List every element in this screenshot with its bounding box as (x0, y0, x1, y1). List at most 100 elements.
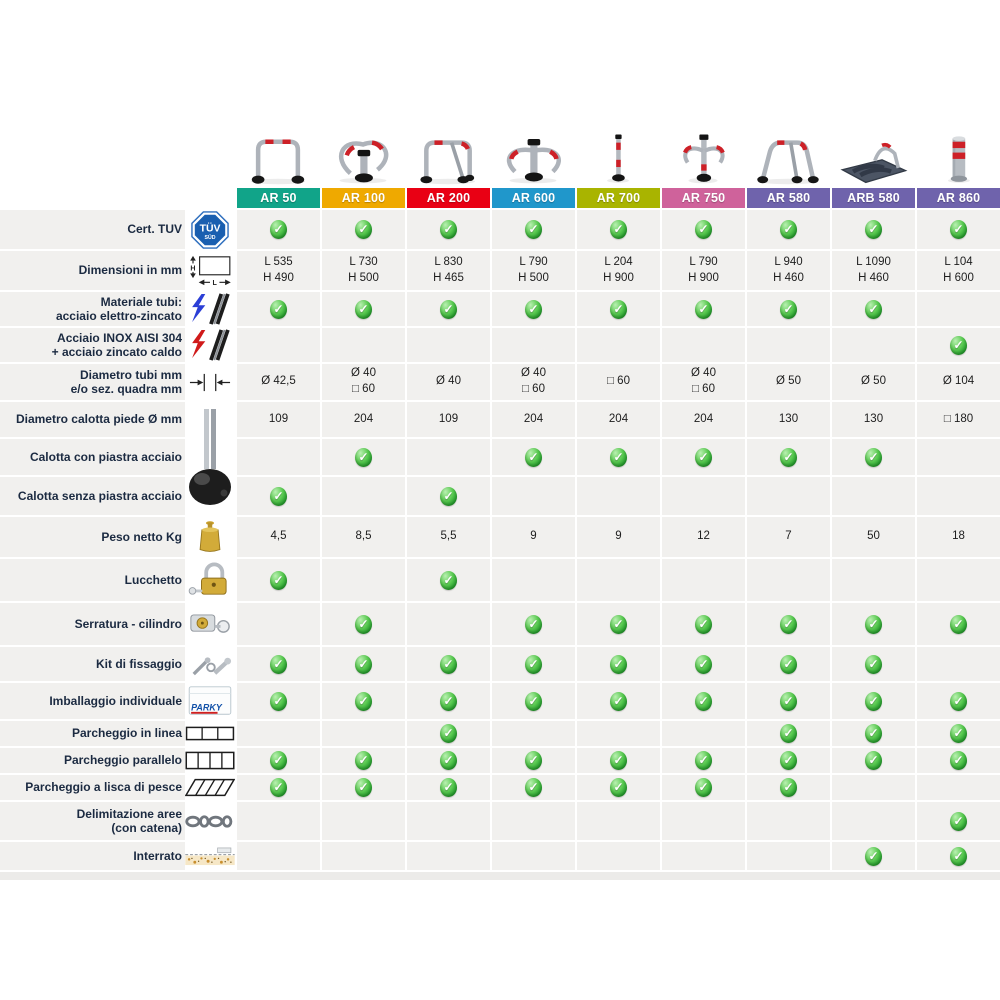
check-icon (525, 654, 542, 674)
check-icon (695, 220, 712, 239)
check-icon (610, 614, 627, 634)
cell-tube-diameter-ar600: Ø 40 □ 60 (490, 364, 575, 400)
fixing-kit-icon (185, 647, 235, 681)
ar600-barrier-image (490, 130, 575, 186)
cell-individual-packaging-arb580 (830, 683, 915, 719)
cell-value: Ø 50 (861, 375, 886, 388)
cell-inline-parking-ar580 (745, 721, 830, 746)
cell-cap-without-plate-ar50 (235, 477, 320, 515)
ar750-barrier-image (660, 130, 745, 186)
check-icon (865, 220, 882, 239)
cell-herringbone-parking-ar860 (915, 775, 1000, 800)
cell-area-delimitation-ar580 (745, 802, 830, 840)
cell-foot-cap-diameter-ar200: 109 (405, 402, 490, 437)
cell-fixing-kit-ar750 (660, 647, 745, 681)
cell-value: 8,5 (355, 530, 372, 543)
check-icon (950, 751, 967, 770)
cell-inline-parking-ar50 (235, 721, 320, 746)
check-icon (780, 299, 797, 319)
row-label-net-weight: Peso netto Kg (0, 517, 185, 557)
cell-cylinder-lock-ar50 (235, 603, 320, 645)
cell-value: Ø 40 □ 60 (521, 367, 546, 395)
check-icon (440, 486, 457, 506)
cell-value: 130 (863, 412, 884, 425)
cell-inox-steel-ar200 (405, 328, 490, 362)
cell-underground-ar100 (320, 842, 405, 870)
parallel-parking-icon (185, 748, 235, 773)
product-header-label: AR 750 (681, 191, 726, 205)
cell-padlock-ar750 (660, 559, 745, 601)
check-icon (695, 778, 712, 797)
cell-individual-packaging-ar580 (745, 683, 830, 719)
cell-inox-steel-arb580 (830, 328, 915, 362)
row-parallel-parking: Parcheggio parallelo (0, 748, 1000, 773)
row-herringbone-parking: Parcheggio a lisca di pesce (0, 775, 1000, 800)
ar580-barrier-image (745, 130, 830, 186)
cell-dimensions-ar600: L 790 H 500 (490, 251, 575, 290)
product-header-label: AR 600 (511, 191, 556, 205)
check-icon (780, 751, 797, 770)
check-icon (950, 846, 967, 866)
ar50-barrier-image (235, 130, 320, 186)
cell-fixing-kit-ar200 (405, 647, 490, 681)
product-header-label: AR 200 (426, 191, 471, 205)
cell-material-electro-galvanized-ar580 (745, 292, 830, 326)
cell-value: 50 (867, 530, 880, 543)
check-icon (440, 778, 457, 797)
check-icon (440, 299, 457, 319)
cell-individual-packaging-ar750 (660, 683, 745, 719)
cell-area-delimitation-ar50 (235, 802, 320, 840)
cell-net-weight-ar580: 7 (745, 517, 830, 557)
cell-cert-tuv-ar50 (235, 210, 320, 249)
cell-foot-cap-diameter-arb580: 130 (830, 402, 915, 437)
check-icon (270, 778, 287, 797)
row-label-material-electro-galvanized: Materiale tubi: acciaio elettro-zincato (0, 292, 185, 326)
product-header-ar50: AR 50 (235, 188, 320, 208)
cell-dimensions-ar580: L 940 H 460 (745, 251, 830, 290)
check-icon (610, 691, 627, 711)
cell-value: □ 60 (607, 375, 630, 388)
row-tube-diameter: Diametro tubi mm e/o sez. quadra mm Ø 42,… (0, 364, 1000, 400)
product-header-arb580: ARB 580 (830, 188, 915, 208)
cell-cap-with-plate-arb580 (830, 439, 915, 475)
ar860-barrier-image (915, 130, 1000, 186)
tuv-badge-icon: TÜV SÜD (185, 210, 235, 249)
cell-individual-packaging-ar50 (235, 683, 320, 719)
check-icon (270, 299, 287, 319)
cell-value: 7 (785, 530, 792, 543)
check-icon (355, 614, 372, 634)
cell-individual-packaging-ar200 (405, 683, 490, 719)
check-icon (525, 751, 542, 770)
cell-underground-ar580 (745, 842, 830, 870)
check-icon (950, 691, 967, 711)
product-header-label: AR 100 (341, 191, 386, 205)
row-label-cap-without-plate: Calotta senza piastra acciaio (0, 477, 185, 515)
cell-herringbone-parking-ar750 (660, 775, 745, 800)
cell-area-delimitation-ar100 (320, 802, 405, 840)
check-icon (270, 654, 287, 674)
check-icon (865, 724, 882, 743)
cell-underground-ar200 (405, 842, 490, 870)
row-label-herringbone-parking: Parcheggio a lisca di pesce (0, 775, 185, 800)
check-icon (780, 220, 797, 239)
cell-inox-steel-ar860 (915, 328, 1000, 362)
check-icon (610, 220, 627, 239)
cell-cap-without-plate-ar750 (660, 477, 745, 515)
tube-diameter-icon (185, 364, 235, 400)
row-label-padlock: Lucchetto (0, 559, 185, 601)
cell-tube-diameter-ar750: Ø 40 □ 60 (660, 364, 745, 400)
cell-material-electro-galvanized-ar100 (320, 292, 405, 326)
check-icon (525, 299, 542, 319)
product-header-row: AR 50 AR 100 AR 200 AR 600 AR 700 AR 750 AR 58… (0, 188, 1000, 208)
check-icon (865, 299, 882, 319)
check-icon (610, 299, 627, 319)
cell-cap-without-plate-ar200 (405, 477, 490, 515)
cell-cap-without-plate-ar580 (745, 477, 830, 515)
cell-value: Ø 40 (436, 375, 461, 388)
cell-padlock-ar50 (235, 559, 320, 601)
height-label: H (190, 264, 195, 272)
cell-cylinder-lock-arb580 (830, 603, 915, 645)
row-label-inline-parking: Parcheggio in linea (0, 721, 185, 746)
check-icon (780, 724, 797, 743)
